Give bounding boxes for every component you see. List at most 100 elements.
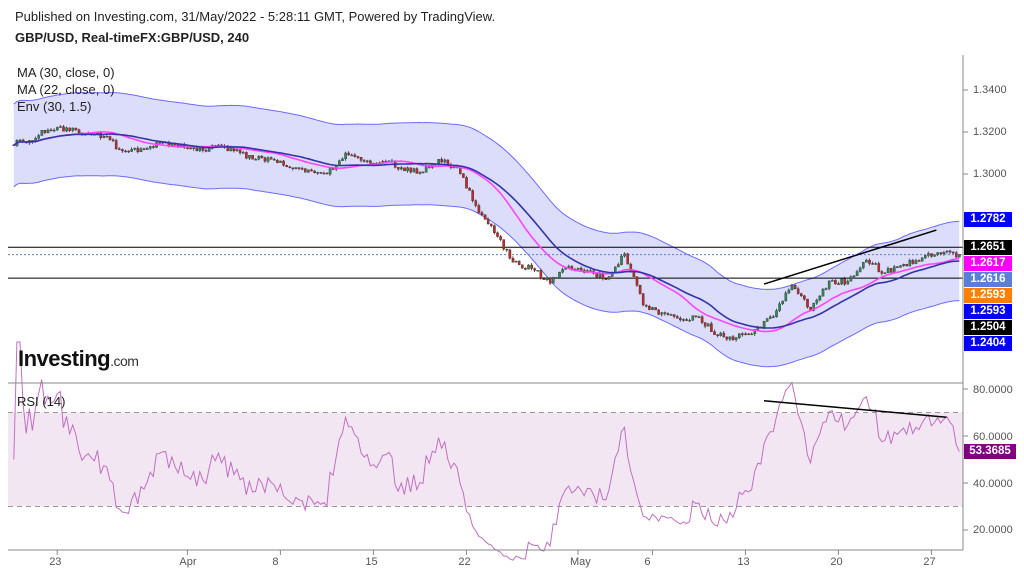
candle-body [700,316,704,323]
candle-body [716,334,719,336]
candle-body [877,263,881,272]
candle-body [936,252,939,255]
candle-body [846,280,850,285]
candle-body [958,254,961,258]
candle-body [474,200,478,206]
candle-body [207,148,211,152]
candle-body [415,168,419,174]
candle-body [883,272,887,274]
candle-body [920,257,924,262]
candle-body [694,315,698,318]
candle-body [933,254,936,257]
candle-body [241,152,245,154]
candle-body [260,155,264,158]
candle-body [254,158,258,161]
candle-body [145,148,149,150]
candle-body [666,313,670,315]
candle-body [328,168,332,175]
candle-body [74,127,78,130]
candle-body [871,263,874,265]
candle-body [939,252,943,254]
candle-body [77,129,81,134]
candle-body [486,219,490,225]
candle-body [697,316,701,318]
candle-body [40,130,44,136]
candle-body [366,160,369,163]
candle-body [930,253,933,257]
candle-body [623,253,626,257]
candle-body [71,127,75,131]
indicator-ma22[interactable]: MA (22, close, 0) [17,82,115,97]
candle-body [331,168,335,170]
candle-body [471,190,475,201]
candle-body [412,168,416,173]
candle-body [852,275,856,278]
candle-body [750,333,753,336]
candle-body [235,149,239,152]
candle-body [263,157,267,162]
price-label-hline-bottom: 1.2504 [964,320,1012,335]
candle-body [362,160,366,162]
rsi-trendline [763,400,947,418]
candle-body [548,277,552,284]
candle-body [800,293,803,297]
candle-body [465,177,468,189]
candle-body [524,268,527,270]
x-tick-label: 23 [49,556,62,568]
candle-body [148,146,152,149]
candle-body [818,295,822,301]
x-tick-label: May [570,556,591,568]
candle-body [685,319,688,321]
candle-body [951,251,955,254]
candle-body [195,147,199,152]
rsi-label[interactable]: RSI (14) [17,394,66,409]
candle-body [924,255,927,259]
candle-body [558,271,561,279]
candle-body [948,250,952,253]
candle-body [728,336,732,340]
candle-body [837,283,840,285]
candle-body [273,159,276,161]
candle-body [772,316,775,318]
candle-body [130,149,134,152]
candle-body [533,268,536,271]
x-tick-label: 6 [644,556,651,568]
candle-body [276,160,279,163]
candle-body [521,264,524,269]
candle-body [300,168,304,170]
indicator-envelope[interactable]: Env (30, 1.5) [17,99,92,114]
candle-body [840,278,843,285]
candle-body [927,253,930,256]
candle-body [787,289,791,294]
candle-body [660,312,664,315]
candle-body [784,292,788,302]
candle-body [893,266,896,273]
x-tick-label: 22 [458,556,471,568]
candle-body [775,310,778,318]
candle-body [765,318,769,322]
candle-body [400,167,403,170]
candle-body [747,333,750,335]
candle-body [679,318,682,321]
candle-body [880,271,884,274]
candle-body [294,167,298,170]
candle-body [189,147,192,150]
candle-body [688,320,691,322]
candle-body [908,260,912,267]
candle-body [108,136,112,140]
candle-body [886,268,890,273]
indicator-ma30[interactable]: MA (30, close, 0) [17,65,115,80]
candle-body [56,127,59,131]
candle-body [626,253,629,265]
symbol-title: GBP/USD, Real-timeFX:GBP/USD, 240 [15,30,250,45]
candle-body [555,277,558,279]
candle-body [496,232,499,237]
candle-body [201,148,205,151]
candle-body [359,156,363,161]
price-label-last: 1.2616 [964,272,1012,287]
candle-body [480,212,484,215]
candle-body [719,332,722,336]
candle-body [620,255,623,265]
candle-body [353,154,357,157]
